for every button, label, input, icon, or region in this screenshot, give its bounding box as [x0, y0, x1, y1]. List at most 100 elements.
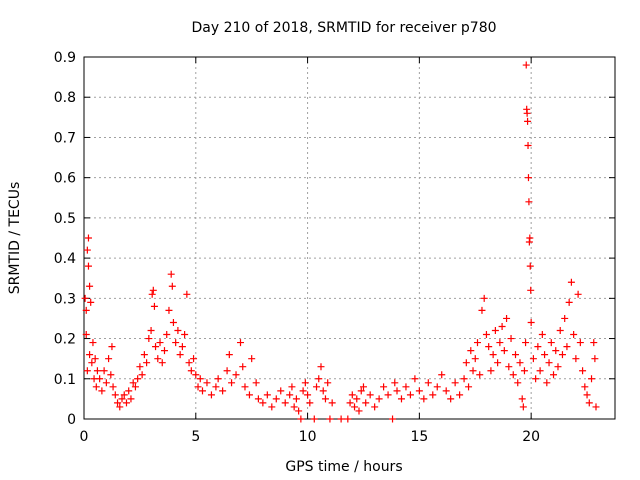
- data-point: [168, 282, 176, 290]
- data-point: [532, 375, 540, 383]
- data-point: [152, 343, 160, 351]
- data-point: [324, 379, 332, 387]
- data-point: [134, 375, 142, 383]
- data-point: [359, 383, 367, 391]
- data-point: [567, 278, 575, 286]
- data-point: [326, 415, 334, 423]
- data-point: [491, 327, 499, 335]
- data-point: [590, 339, 598, 347]
- data-point: [500, 347, 508, 355]
- data-point: [406, 391, 414, 399]
- data-point: [433, 383, 441, 391]
- data-point: [194, 383, 202, 391]
- data-point: [469, 367, 477, 375]
- data-point: [522, 61, 530, 69]
- data-point: [172, 339, 180, 347]
- data-point: [482, 331, 490, 339]
- data-point: [82, 306, 90, 314]
- data-point: [254, 395, 262, 403]
- data-point: [471, 355, 479, 363]
- data-point: [565, 298, 573, 306]
- data-point: [292, 395, 300, 403]
- data-point: [576, 339, 584, 347]
- data-point: [178, 343, 186, 351]
- data-point: [313, 383, 321, 391]
- data-point: [225, 351, 233, 359]
- data-point: [86, 282, 94, 290]
- data-point: [203, 379, 211, 387]
- data-point: [145, 335, 153, 343]
- data-point: [581, 383, 589, 391]
- data-point: [550, 371, 558, 379]
- data-point: [572, 355, 580, 363]
- data-point: [156, 339, 164, 347]
- data-point: [496, 339, 504, 347]
- data-point: [149, 286, 157, 294]
- data-point: [131, 383, 139, 391]
- data-point: [98, 387, 106, 395]
- plot-frame: [83, 56, 616, 420]
- data-point: [148, 290, 156, 298]
- data-point: [485, 343, 493, 351]
- data-point: [297, 415, 305, 423]
- data-point: [489, 351, 497, 359]
- data-point: [512, 351, 520, 359]
- data-point: [467, 347, 475, 355]
- data-point: [447, 395, 455, 403]
- data-point: [494, 359, 502, 367]
- data-point: [558, 351, 566, 359]
- data-point: [402, 383, 410, 391]
- data-point: [520, 367, 528, 375]
- data-point: [183, 290, 191, 298]
- data-point: [158, 359, 166, 367]
- data-point: [102, 379, 110, 387]
- axis-ticks: 0 0.1 0.2 0.3 0.4 0.5 0.6 0.7 0.8 0.9 0 5 10 15 20: [54, 50, 615, 445]
- data-point: [420, 395, 428, 403]
- data-point: [219, 387, 227, 395]
- data-point: [223, 367, 231, 375]
- data-point: [563, 343, 571, 351]
- grid: [84, 57, 615, 419]
- data-point: [561, 314, 569, 322]
- data-point: [337, 415, 345, 423]
- data-point: [237, 339, 245, 347]
- y-tick-label: 0.4: [54, 251, 76, 267]
- data-point: [574, 290, 582, 298]
- x-tick-label: 10: [299, 429, 317, 445]
- y-axis-label: SRMTID / TECUs: [7, 182, 23, 295]
- data-point: [207, 391, 215, 399]
- data-point: [476, 371, 484, 379]
- data-point: [353, 395, 361, 403]
- data-point: [328, 399, 336, 407]
- data-point: [591, 355, 599, 363]
- data-point: [118, 395, 126, 403]
- data-point: [525, 198, 533, 206]
- data-point: [570, 331, 578, 339]
- data-point: [272, 395, 280, 403]
- data-point: [259, 399, 267, 407]
- data-point: [523, 109, 531, 117]
- data-point: [129, 379, 137, 387]
- data-point: [286, 391, 294, 399]
- data-point: [239, 363, 247, 371]
- data-point: [310, 415, 318, 423]
- data-point: [397, 395, 405, 403]
- data-point: [122, 399, 130, 407]
- data-point: [527, 318, 535, 326]
- data-point: [351, 403, 359, 411]
- data-point: [154, 355, 162, 363]
- data-point: [451, 379, 459, 387]
- chart-title: Day 210 of 2018, SRMTID for receiver p78…: [191, 20, 496, 36]
- y-tick-label: 0: [67, 412, 76, 428]
- y-tick-label: 0.7: [54, 130, 76, 146]
- data-point: [583, 391, 591, 399]
- data-point: [214, 375, 222, 383]
- data-point: [140, 351, 148, 359]
- data-point: [96, 375, 104, 383]
- data-point: [438, 371, 446, 379]
- data-point: [295, 407, 303, 415]
- data-point: [522, 339, 530, 347]
- data-point: [84, 234, 92, 242]
- data-point: [355, 407, 363, 415]
- data-point: [88, 359, 96, 367]
